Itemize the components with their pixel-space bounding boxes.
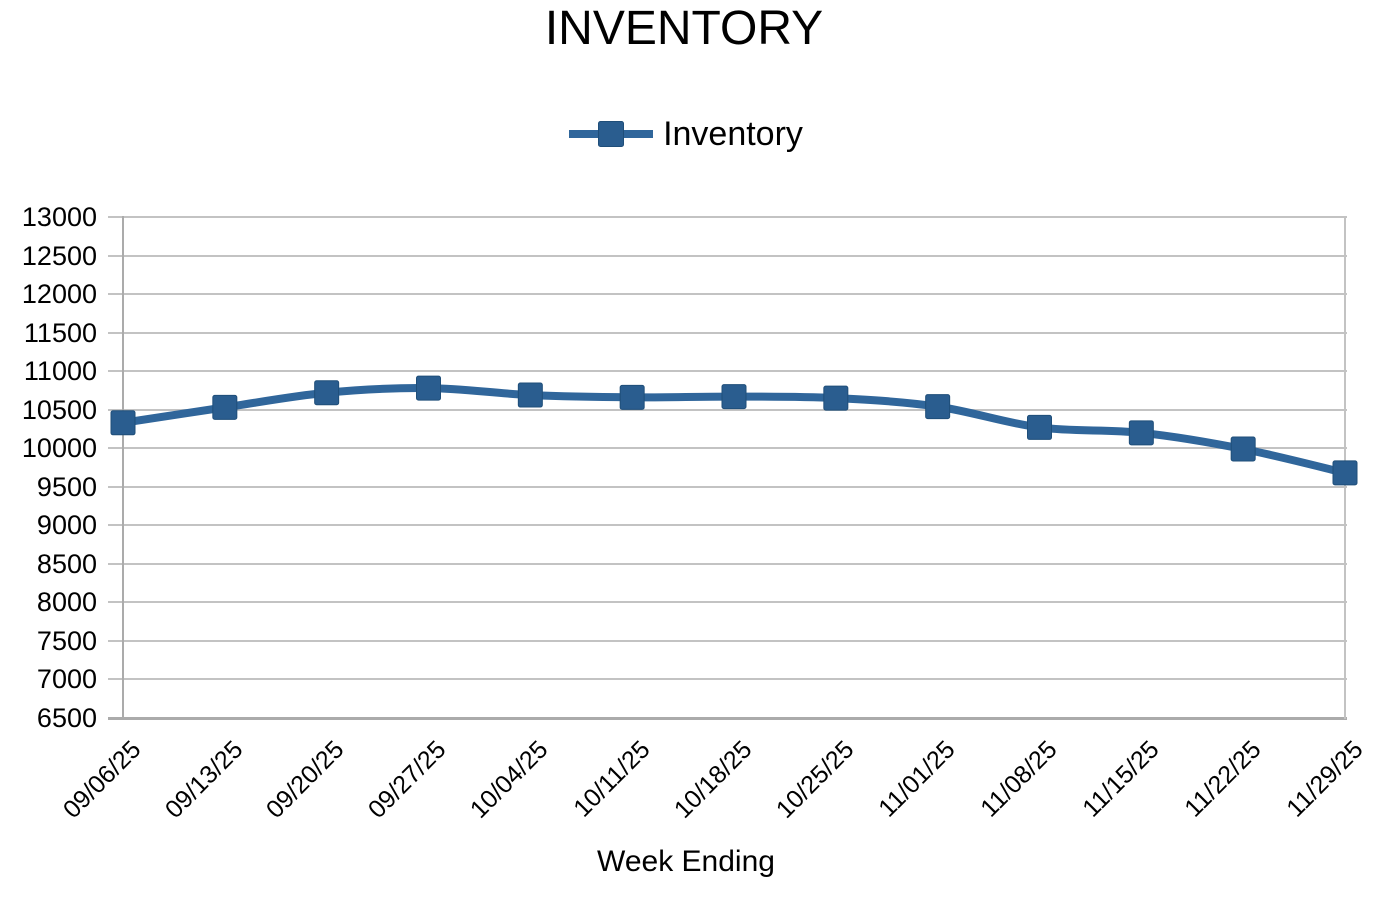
data-point-marker — [925, 394, 951, 420]
y-axis-tick-label: 8000 — [36, 587, 97, 618]
y-axis-tick-label: 7000 — [36, 664, 97, 695]
gridline — [108, 370, 1347, 373]
y-axis-line — [122, 216, 124, 720]
gridline — [108, 678, 1347, 681]
gridline — [108, 562, 1347, 565]
legend-line-marker-icon — [569, 121, 654, 147]
gridline — [108, 408, 1347, 411]
y-axis-tick-label: 10000 — [21, 433, 97, 464]
data-point-marker — [823, 385, 849, 411]
gridline — [108, 447, 1347, 450]
data-point-marker — [110, 410, 136, 436]
chart-title: INVENTORY — [544, 2, 824, 55]
y-axis-tick-label: 10500 — [21, 394, 97, 425]
y-axis-tick-label: 8500 — [36, 548, 97, 579]
data-point-marker — [1332, 460, 1358, 486]
gridline — [108, 293, 1347, 296]
gridline — [108, 485, 1347, 488]
data-point-marker — [314, 380, 340, 406]
y-axis-tick-label: 12000 — [21, 279, 97, 310]
y-axis-tick-label: 13000 — [21, 202, 97, 232]
gridline — [108, 216, 1347, 218]
data-point-marker — [619, 384, 645, 410]
data-point-marker — [416, 375, 441, 401]
y-axis-tick-label: 9000 — [36, 510, 97, 541]
legend: Inventory — [0, 114, 1372, 154]
data-point-marker — [721, 384, 747, 410]
y-axis-tick-label: 9500 — [36, 471, 97, 502]
y-axis-tick-label: 7500 — [36, 625, 97, 656]
gridline — [108, 639, 1347, 642]
legend-label: Inventory — [663, 114, 803, 153]
y-axis-tick-label: 6500 — [36, 703, 97, 733]
data-point-marker — [517, 382, 543, 408]
gridline — [108, 331, 1347, 334]
y-axis-tick-label: 11500 — [23, 317, 97, 348]
gridline — [108, 601, 1347, 604]
gridline — [108, 524, 1347, 527]
data-point-marker — [1027, 414, 1052, 440]
x-axis-title: Week Ending — [597, 845, 775, 878]
data-point-marker — [212, 394, 238, 420]
y-axis-tick-label: 11000 — [23, 356, 97, 387]
data-point-marker — [1128, 420, 1154, 446]
gridline — [108, 717, 1347, 720]
data-point-marker — [1230, 436, 1256, 462]
y-axis-tick-label: 12500 — [21, 240, 97, 271]
gridline — [108, 254, 1347, 257]
